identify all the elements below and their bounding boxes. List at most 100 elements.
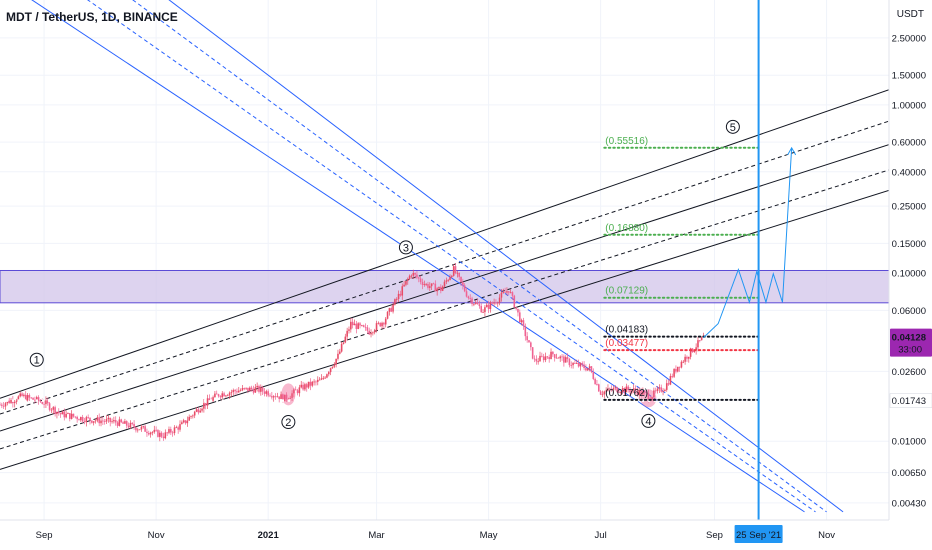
candle-body xyxy=(498,297,501,303)
candle-body xyxy=(140,426,143,430)
descending-channel-line xyxy=(132,0,827,513)
candle-body xyxy=(309,381,312,386)
candle-body xyxy=(61,411,64,415)
candle-body xyxy=(28,395,31,398)
candle-body xyxy=(223,393,225,397)
target-level-label: (0.16880) xyxy=(605,223,648,234)
candle-body xyxy=(59,413,62,415)
time-axis-background xyxy=(0,520,932,550)
candle-body xyxy=(122,422,124,424)
candle-body xyxy=(157,430,159,437)
candle-body xyxy=(170,429,172,433)
candle-body xyxy=(660,387,663,392)
candle-body xyxy=(511,292,514,296)
candlesticks xyxy=(0,263,705,442)
candle-body xyxy=(597,384,600,392)
candle-body xyxy=(366,327,369,331)
candle-body xyxy=(179,424,181,430)
candle-body xyxy=(10,400,12,404)
candle-body xyxy=(201,408,203,411)
candle-body xyxy=(175,427,178,429)
ascending-channel-line xyxy=(0,89,889,399)
ascending-channel-line xyxy=(0,169,889,450)
candle-body xyxy=(280,394,282,400)
vertical-marker-date-badge xyxy=(734,525,783,543)
candle-body xyxy=(353,323,356,326)
candle-body xyxy=(605,390,607,392)
candle-body xyxy=(70,413,73,419)
candle-body xyxy=(495,302,497,304)
candle-body xyxy=(629,389,631,393)
projection-path xyxy=(703,147,793,338)
price-axis-tick-label: 0.40000 xyxy=(892,167,926,178)
candle-body xyxy=(449,276,451,280)
candle-body xyxy=(127,425,130,428)
candle-body xyxy=(56,411,58,414)
ascending-channel-line xyxy=(0,120,889,415)
candle-body xyxy=(553,354,556,358)
candle-body xyxy=(164,432,167,439)
candle-body xyxy=(394,299,396,305)
candle-body xyxy=(81,416,84,422)
wave-4-highlight xyxy=(640,389,657,408)
candle-body xyxy=(699,340,701,341)
time-axis-tick-label: 2021 xyxy=(258,530,280,541)
candle-body xyxy=(524,326,527,337)
candle-body xyxy=(542,356,545,361)
candle-body xyxy=(618,391,620,393)
candle-body xyxy=(142,426,145,428)
candle-body xyxy=(487,304,490,310)
candle-body xyxy=(267,391,269,396)
candle-body xyxy=(340,343,343,352)
candle-body xyxy=(502,291,505,293)
candle-body xyxy=(482,312,484,313)
support-price-tag-box xyxy=(889,393,932,408)
wave-label-circle xyxy=(281,415,296,430)
candle-body xyxy=(537,361,539,363)
candle-body xyxy=(489,302,492,310)
candle-body xyxy=(32,397,34,400)
candle-body xyxy=(85,417,88,423)
candle-body xyxy=(45,400,47,405)
candle-body xyxy=(228,392,231,396)
candle-body xyxy=(581,363,584,365)
wave-label-circle xyxy=(725,119,740,134)
candle-body xyxy=(243,388,246,389)
candle-body xyxy=(147,433,150,435)
candle-body xyxy=(153,429,156,433)
candle-body xyxy=(436,288,438,292)
candle-body xyxy=(533,358,536,360)
candle-body xyxy=(92,421,95,423)
wave-label: 5 xyxy=(730,122,736,134)
candle-body xyxy=(384,318,387,325)
candle-body xyxy=(166,432,168,434)
candle-body xyxy=(13,401,16,404)
target-level-label: (0.07129) xyxy=(605,286,648,297)
candle-body xyxy=(125,421,128,426)
candle-body xyxy=(184,420,187,424)
candle-body xyxy=(642,391,644,395)
candle-body xyxy=(557,357,560,359)
candle-body xyxy=(430,283,433,287)
candle-body xyxy=(287,398,290,400)
candle-body xyxy=(458,272,460,277)
candle-body xyxy=(80,416,82,421)
target-level-label: (0.04183) xyxy=(605,325,648,336)
candle-body xyxy=(419,278,422,282)
candle-body xyxy=(592,371,595,379)
candle-body xyxy=(68,413,71,419)
time-axis-tick-label: Mar xyxy=(368,530,384,541)
candle-body xyxy=(575,363,578,364)
candle-body xyxy=(664,389,666,392)
price-axis-tick-label: 0.25000 xyxy=(892,202,926,213)
candle-body xyxy=(599,391,602,395)
candle-body xyxy=(577,363,580,367)
candle-body xyxy=(37,397,40,401)
candle-body xyxy=(188,416,190,421)
candle-body xyxy=(74,416,77,418)
candle-body xyxy=(603,391,606,395)
candle-body xyxy=(315,381,317,383)
time-axis-tick-label: May xyxy=(480,530,498,541)
